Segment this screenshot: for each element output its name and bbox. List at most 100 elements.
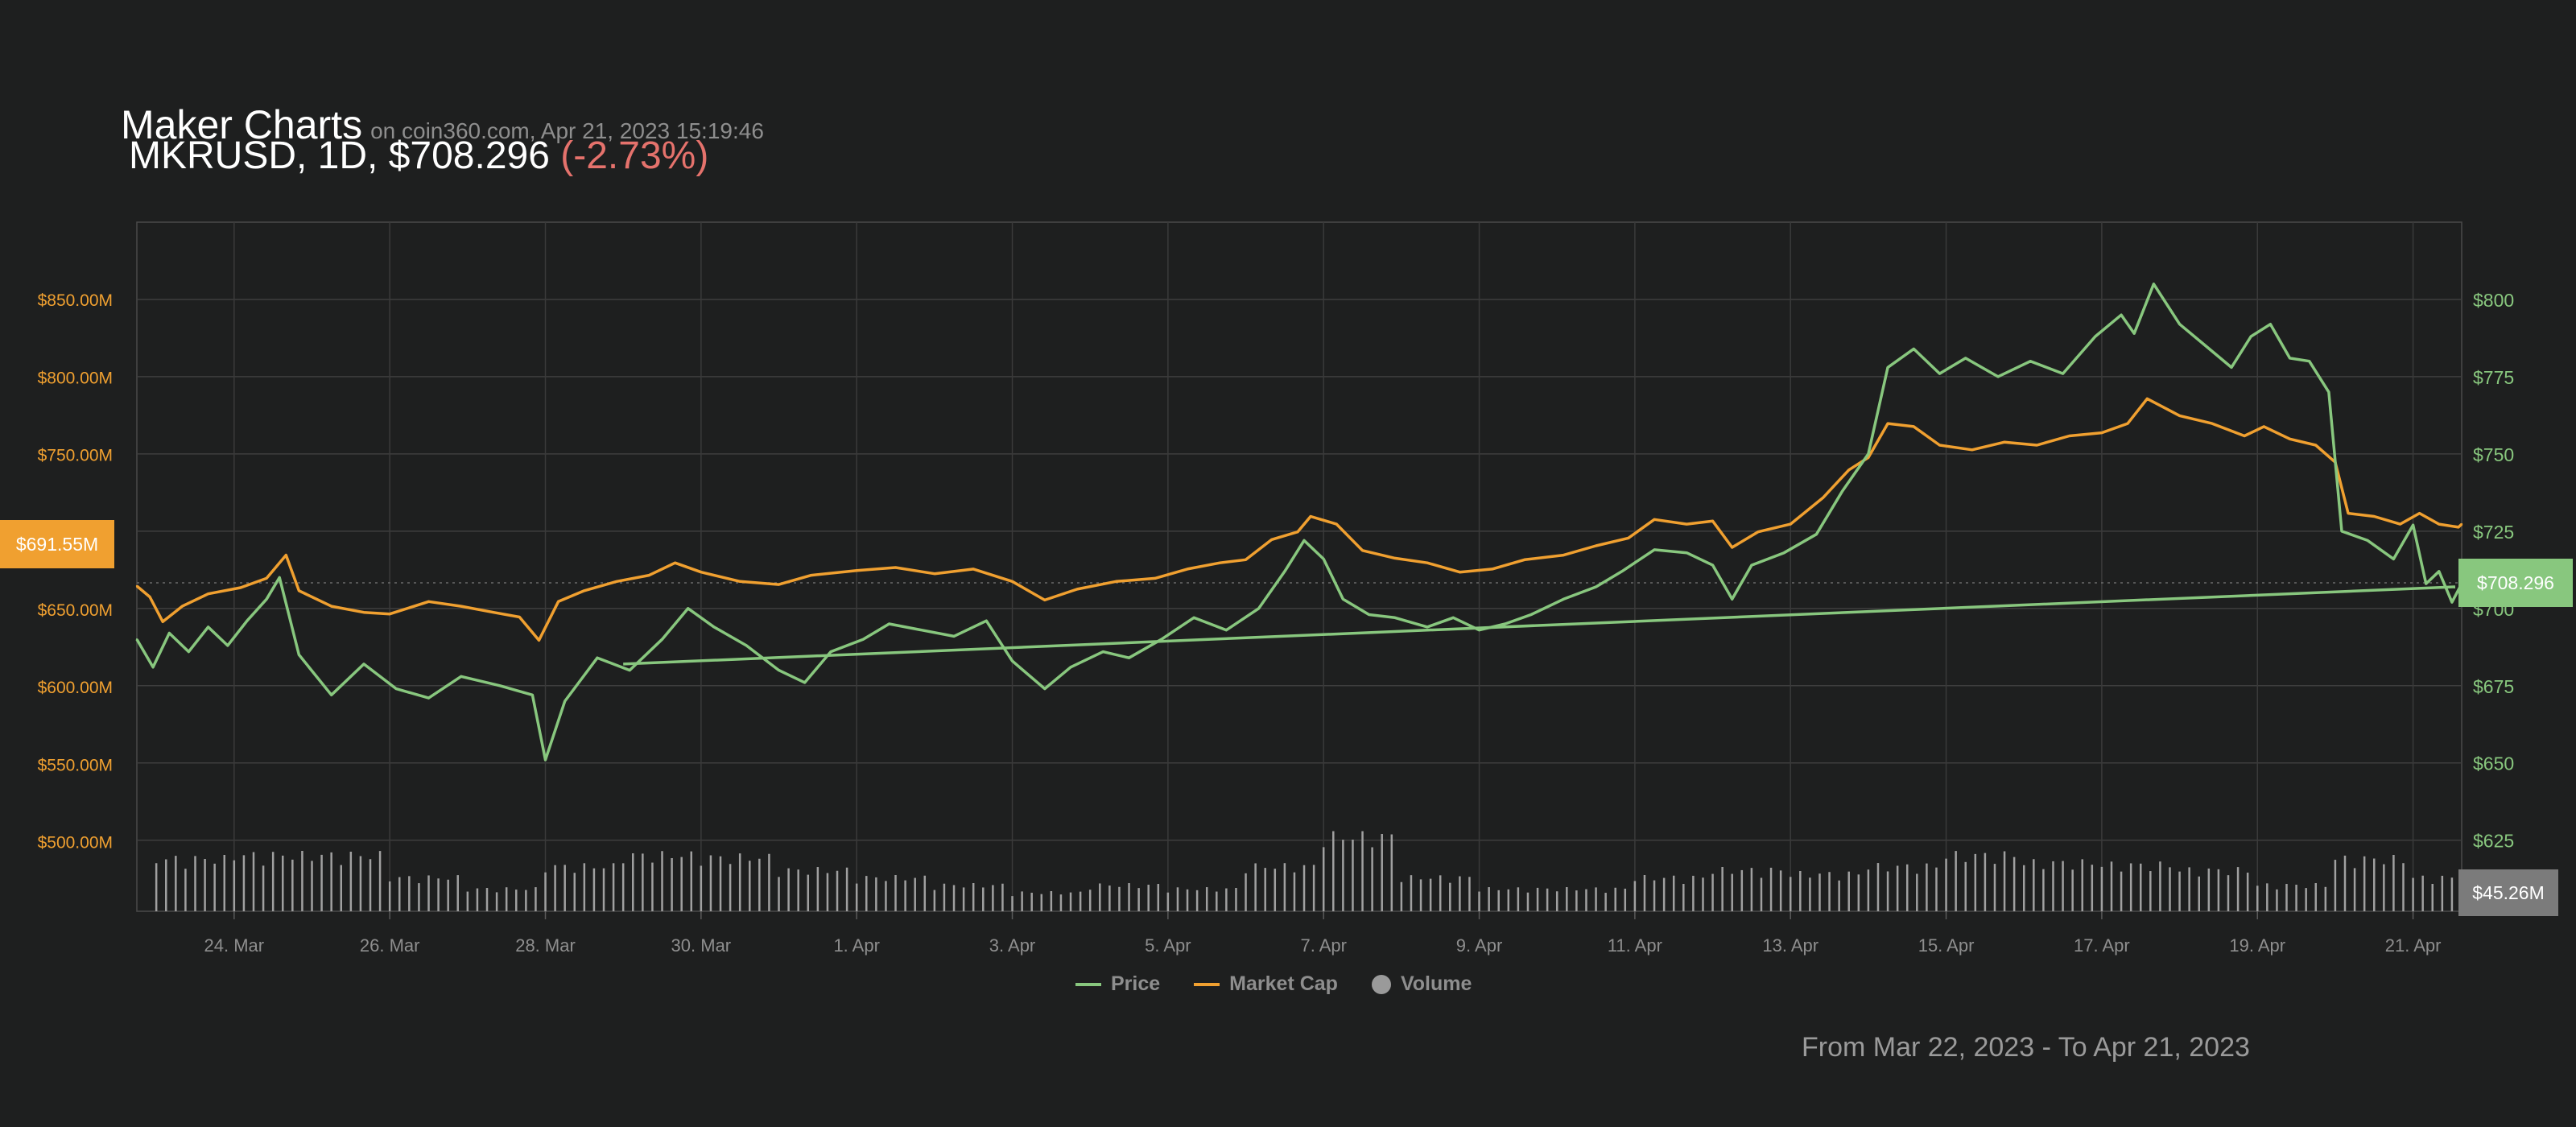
- legend-item-price[interactable]: Price: [1075, 972, 1160, 996]
- legend-market-cap-label: Market Cap: [1229, 972, 1338, 995]
- market-cap-series-line-point: [1913, 425, 1915, 428]
- price-series-line-point: [1128, 657, 1130, 659]
- x-tick-label: 21. Apr: [2385, 935, 2442, 956]
- market-cap-series-line-point: [2263, 425, 2265, 428]
- price-series-line-point: [596, 657, 599, 659]
- legend-item-volume[interactable]: Volume: [1371, 972, 1472, 996]
- price-series-line-point: [2327, 390, 2330, 394]
- market-cap-series-line-point: [148, 596, 151, 598]
- x-tick-label: 28. Mar: [515, 935, 576, 956]
- market-cap-series-line-point: [1361, 549, 1364, 552]
- market-cap-series-line-point: [2373, 515, 2376, 518]
- market-cap-series-line-point: [388, 613, 391, 615]
- price-series-line-point: [1504, 622, 1506, 625]
- market-cap-series-line-point: [2243, 435, 2246, 437]
- price-series-line-point: [207, 625, 209, 629]
- y-left-tick-label: $650.00M: [38, 601, 113, 620]
- price-current-badge: $708.296: [2458, 559, 2573, 607]
- price-series-line-point: [1043, 687, 1046, 690]
- price-series-line-point: [168, 632, 171, 634]
- market-cap-series-line-point: [427, 601, 430, 603]
- price-series-line-point: [1782, 551, 1785, 554]
- legend-price-line-icon: [1075, 982, 1101, 986]
- market-cap-series-line-point: [1393, 557, 1397, 559]
- y-right-tick-label: $775: [2473, 367, 2514, 388]
- price-series-line-point: [629, 669, 631, 671]
- price-series-line-point: [2062, 372, 2064, 375]
- market-cap-series-line-point: [557, 601, 559, 603]
- y-left-tick-label: $800.00M: [38, 369, 113, 387]
- chart-legend: Price Market Cap Volume: [1075, 972, 1472, 996]
- x-tick-label: 1. Apr: [833, 935, 879, 956]
- market-cap-series-line-point: [298, 589, 300, 592]
- legend-item-market-cap[interactable]: Market Cap: [1194, 972, 1338, 996]
- price-series-line-point: [279, 576, 281, 579]
- market-cap-series-line-point: [2068, 435, 2070, 437]
- legend-volume-label: Volume: [1400, 972, 1472, 995]
- volume-current-badge: $45.26M: [2458, 869, 2558, 916]
- price-series-line-point: [544, 758, 547, 762]
- price-series-line-point: [330, 694, 332, 696]
- price-series-line-point: [1192, 617, 1195, 619]
- market-cap-series-line-point: [2457, 526, 2460, 529]
- price-series-line-point: [829, 650, 832, 653]
- market-cap-series-line-point: [855, 569, 858, 572]
- price-series-line-point: [2289, 357, 2291, 360]
- market-cap-series-line-point: [1595, 544, 1597, 547]
- market-cap-series-line-point: [2003, 440, 2006, 444]
- market-cap-series-line-point: [1686, 522, 1688, 526]
- price-series-line-point: [1867, 452, 1870, 456]
- market-cap-series-line-point: [810, 574, 813, 576]
- price-series-line-point: [2366, 539, 2369, 542]
- market-cap-series-line-point: [285, 554, 287, 556]
- price-series-line-point: [2392, 558, 2395, 560]
- y-right-tick-label: $675: [2473, 676, 2514, 697]
- price-change: (-2.73%): [560, 134, 709, 177]
- price-series-line-point: [362, 663, 365, 666]
- market-cap-series-line-point: [1790, 522, 1792, 526]
- market-cap-series-line-point: [2347, 512, 2350, 514]
- market-cap-series-line-point: [583, 589, 586, 592]
- price-series-line-point: [1595, 585, 1597, 588]
- market-cap-series-line-point: [2314, 444, 2317, 447]
- grid-lines: [136, 221, 2462, 919]
- market-cap-series-line-point: [181, 605, 184, 608]
- price-series-line-point: [1711, 564, 1714, 567]
- x-tick-label: 30. Mar: [671, 935, 732, 956]
- market-cap-series-line-point: [1757, 530, 1760, 533]
- price-series-line-point: [2412, 523, 2414, 526]
- price-series-line-point: [246, 619, 249, 622]
- market-cap-series-line-point: [330, 605, 332, 608]
- market-cap-series-line-point: [1154, 577, 1156, 580]
- price-series-line-point: [2308, 360, 2310, 362]
- market-cap-series-line-point: [460, 605, 462, 608]
- volume-bars: [155, 831, 2454, 911]
- price-series-line-point: [1530, 613, 1533, 616]
- price-series-line-point: [888, 622, 890, 625]
- x-tick-label: 3. Apr: [989, 935, 1035, 956]
- price-series-line-point: [985, 619, 988, 622]
- market-cap-series-line-point: [2211, 422, 2214, 425]
- market-cap-series-line-point: [1491, 568, 1493, 571]
- price-series-line-point: [712, 625, 716, 629]
- price-series-line-point: [1011, 659, 1013, 663]
- market-cap-series-line-point: [1186, 568, 1189, 571]
- price-series-line-point: [2438, 570, 2441, 572]
- market-cap-series-line-point: [2460, 522, 2463, 526]
- market-cap-series-line-point: [162, 621, 164, 623]
- market-cap-series-line-point: [894, 566, 897, 569]
- market-cap-series-line-point: [1043, 599, 1046, 601]
- market-cap-series-line-point: [1011, 580, 1013, 583]
- price-series-line-point: [661, 638, 663, 641]
- price-series-line-point: [862, 638, 865, 641]
- price-series-line-point: [395, 687, 398, 690]
- market-cap-series-line-point: [265, 577, 268, 580]
- price-series-line-point: [226, 644, 229, 647]
- price-series-line-point: [2153, 283, 2155, 285]
- x-tick-label: 11. Apr: [1608, 935, 1662, 956]
- price-series-line-point: [498, 684, 502, 687]
- market-cap-series-line-point: [1822, 497, 1824, 499]
- chart-title-main: Maker Charts: [121, 102, 363, 147]
- market-cap-series-line-point: [615, 580, 618, 583]
